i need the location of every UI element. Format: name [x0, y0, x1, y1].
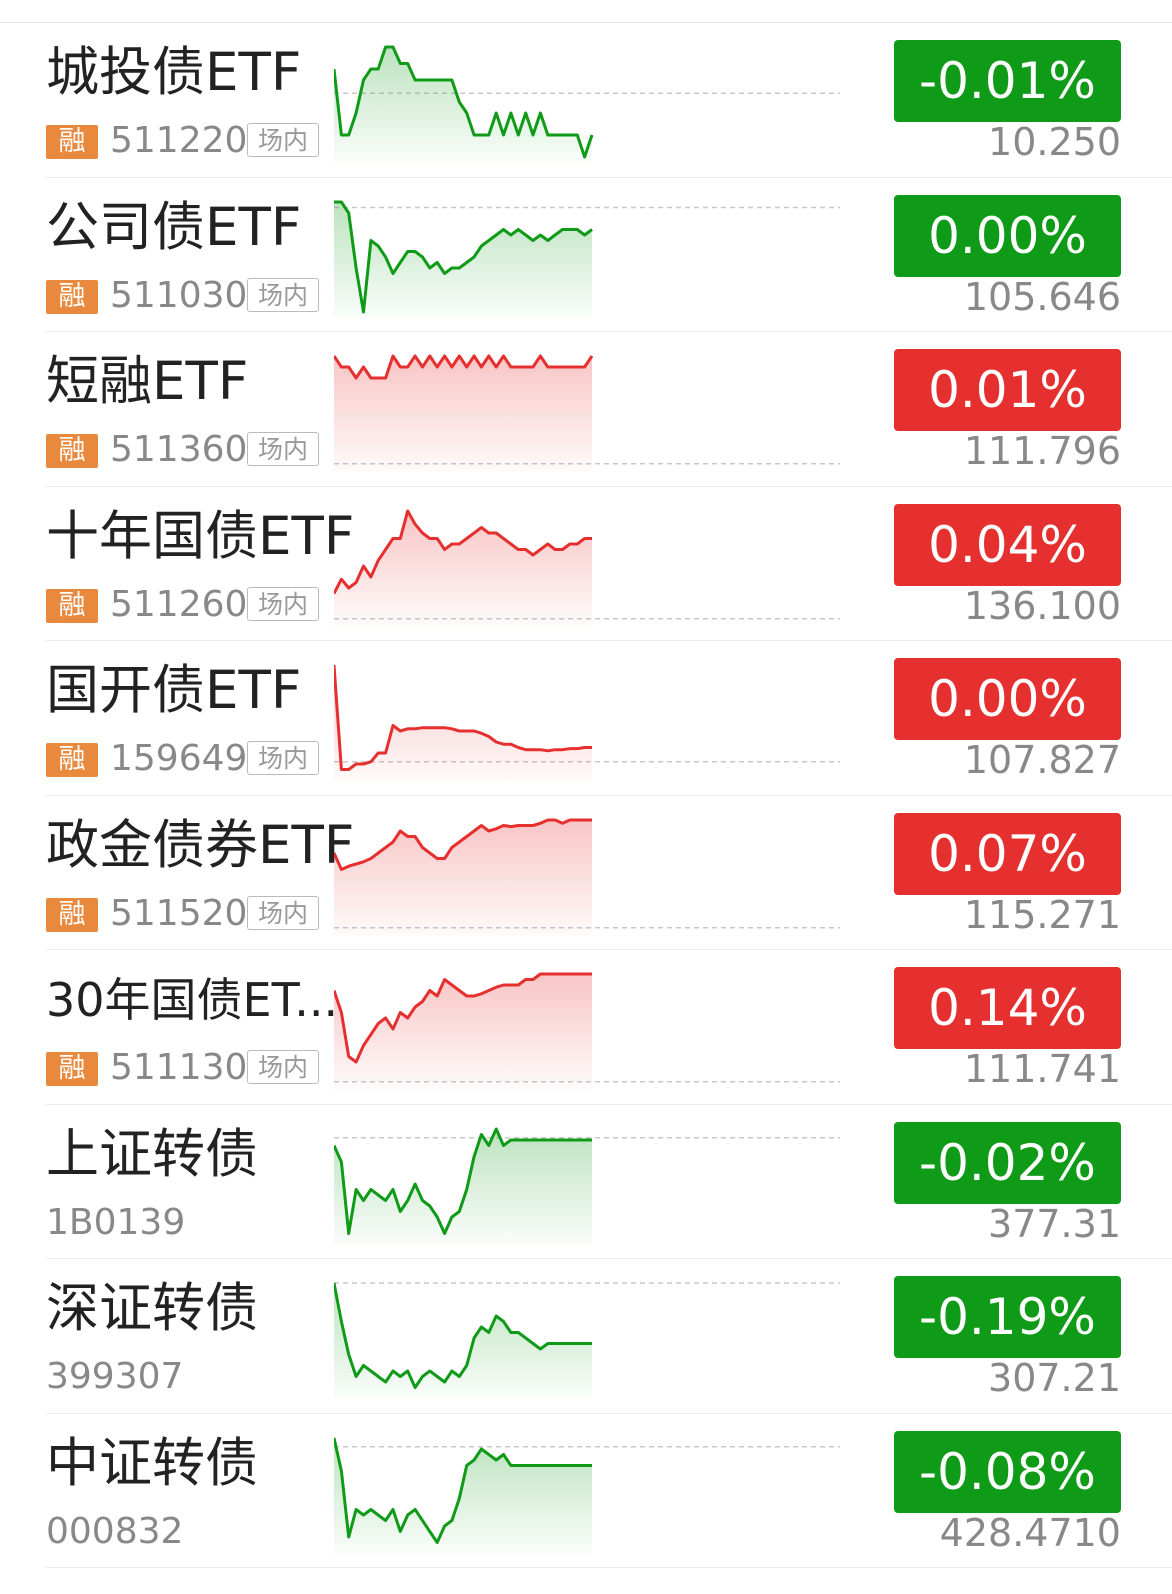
sparkline-area: [334, 1437, 592, 1554]
intraday-sparkline: [334, 818, 840, 936]
security-name: 短融ETF: [46, 351, 249, 412]
change-percent-button[interactable]: -0.01%: [894, 40, 1121, 122]
sparkline-line: [334, 1127, 592, 1235]
margin-tag: 融: [46, 434, 98, 468]
security-code: 000832: [46, 1510, 184, 1552]
security-code: 159649: [110, 738, 248, 779]
change-percent-button[interactable]: 0.01%: [894, 349, 1121, 431]
change-percent-button[interactable]: -0.08%: [894, 1430, 1121, 1513]
security-code: 511260: [110, 583, 248, 625]
security-name: 上证转债: [46, 1123, 258, 1185]
margin-tag: 融: [46, 897, 98, 932]
change-percent-button[interactable]: -0.19%: [894, 1276, 1121, 1358]
security-name: 中证转债: [46, 1432, 258, 1494]
quote-row[interactable]: 中证转债 000832 -0.08% 428.4710: [46, 1414, 1172, 1568]
quote-row[interactable]: 短融ETF 融 511360 场内 0.01% 111.796: [46, 332, 1172, 487]
change-percent-button[interactable]: 0.14%: [894, 967, 1121, 1049]
last-price: 105.646: [963, 274, 1121, 319]
change-percent-button[interactable]: 0.07%: [894, 812, 1121, 895]
last-price: 428.4710: [939, 1510, 1121, 1555]
security-name: 公司债ETF: [46, 196, 302, 258]
security-code: 511220: [110, 120, 248, 161]
venue-tag: 场内: [247, 586, 319, 621]
sparkline-line: [334, 1282, 592, 1389]
security-name: 城投债ETF: [46, 42, 302, 103]
security-code: 1B0139: [46, 1201, 186, 1243]
quote-row[interactable]: 十年国债ETF 融 511260 场内 0.04% 136.100: [46, 487, 1172, 641]
last-price: 111.741: [963, 1047, 1121, 1091]
security-name: 国开债ETF: [46, 660, 302, 721]
quote-row[interactable]: 30年国债ET... 融 511130 场内 0.14% 111.741: [46, 950, 1172, 1105]
security-name: 十年国债ETF: [46, 505, 355, 567]
intraday-sparkline: [334, 45, 840, 163]
margin-tag: 融: [46, 588, 98, 623]
sparkline-area: [334, 47, 592, 163]
intraday-sparkline: [334, 664, 840, 781]
sparkline-line: [334, 509, 592, 594]
venue-tag: 场内: [247, 741, 319, 775]
margin-tag: 融: [46, 279, 98, 314]
quote-row[interactable]: 国开债ETF 融 159649 场内 0.00% 107.827: [46, 641, 1172, 796]
quote-row[interactable]: 深证转债 399307 -0.19% 307.21: [46, 1259, 1172, 1414]
quote-list: 城投债ETF 融 511220 场内 -0.01% 10.250 公司债ETF 融 511030…: [0, 23, 1172, 1568]
intraday-sparkline: [334, 509, 840, 627]
intraday-sparkline: [334, 1437, 840, 1554]
intraday-sparkline: [334, 1127, 840, 1245]
security-code: 511030: [110, 274, 248, 316]
security-code: 511130: [110, 1047, 248, 1088]
last-price: 111.796: [963, 429, 1121, 473]
sparkline-line: [334, 200, 593, 313]
sparkline-area: [334, 201, 592, 318]
sparkline-line: [334, 972, 592, 1064]
intraday-sparkline: [334, 354, 840, 472]
last-price: 136.100: [963, 583, 1121, 628]
security-name: 政金债券ETF: [46, 814, 355, 876]
security-name: 深证转债: [46, 1278, 258, 1339]
intraday-sparkline: [334, 1282, 840, 1399]
venue-tag: 场内: [247, 895, 319, 930]
margin-tag: 融: [46, 125, 98, 159]
intraday-sparkline: [334, 972, 840, 1090]
last-price: 10.250: [988, 120, 1121, 164]
last-price: 307.21: [988, 1356, 1121, 1400]
sparkline-line: [334, 664, 592, 771]
sparkline-line: [334, 354, 594, 380]
sparkline-line: [334, 45, 594, 159]
security-code: 511360: [110, 429, 248, 470]
sparkline-area: [334, 1128, 592, 1245]
change-percent-button[interactable]: 0.00%: [894, 194, 1121, 277]
sparkline-line: [334, 1437, 592, 1544]
top-divider: [0, 22, 1172, 23]
last-price: 115.271: [963, 892, 1121, 937]
venue-tag: 场内: [247, 432, 319, 466]
change-percent-button[interactable]: 0.04%: [894, 503, 1121, 586]
last-price: 377.31: [988, 1201, 1121, 1246]
quote-row[interactable]: 公司债ETF 融 511030 场内 0.00% 105.646: [46, 178, 1172, 332]
quote-row[interactable]: 城投债ETF 融 511220 场内 -0.01% 10.250: [46, 23, 1172, 178]
venue-tag: 场内: [247, 1050, 319, 1084]
sparkline-area: [334, 356, 592, 472]
margin-tag: 融: [46, 1052, 98, 1086]
last-price: 107.827: [963, 738, 1121, 782]
quote-row[interactable]: 政金债券ETF 融 511520 场内 0.07% 115.271: [46, 796, 1172, 950]
sparkline-area: [334, 1283, 592, 1399]
sparkline-area: [334, 665, 592, 781]
security-code: 399307: [46, 1356, 184, 1397]
venue-tag: 场内: [247, 123, 319, 157]
sparkline-area: [334, 819, 592, 936]
sparkline-line: [334, 818, 592, 871]
security-code: 511520: [110, 892, 248, 934]
venue-tag: 场内: [247, 277, 319, 312]
margin-tag: 融: [46, 743, 98, 777]
security-name: 30年国债ET...: [46, 973, 339, 1027]
change-percent-button[interactable]: 0.00%: [894, 658, 1121, 740]
change-percent-button[interactable]: -0.02%: [894, 1121, 1121, 1204]
intraday-sparkline: [334, 200, 840, 318]
sparkline-area: [334, 510, 592, 627]
sparkline-area: [334, 974, 592, 1090]
quote-row[interactable]: 上证转债 1B0139 -0.02% 377.31: [46, 1105, 1172, 1259]
